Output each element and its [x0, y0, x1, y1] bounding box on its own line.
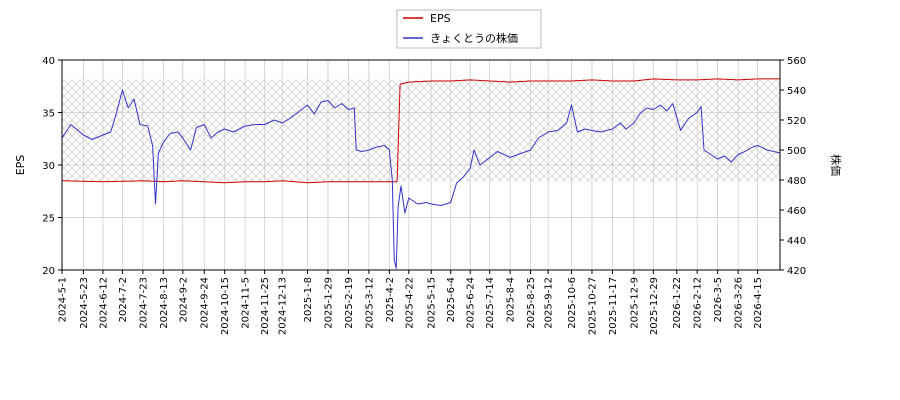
x-tick-label: 2025-1-29 [323, 277, 334, 329]
left-tick-label: 30 [42, 161, 55, 172]
legend-label-price: きょくとうの株価 [430, 31, 518, 45]
x-tick-label: 2025-1-8 [303, 277, 314, 322]
x-tick-label: 2024-11-5 [241, 277, 252, 329]
right-tick-label: 420 [787, 266, 806, 277]
x-tick-label: 2025-5-15 [427, 277, 438, 329]
x-tick-label: 2025-4-2 [385, 277, 396, 322]
right-tick-label: 560 [787, 56, 806, 67]
series-line-eps [62, 78, 780, 184]
x-tick-label: 2025-11-17 [608, 277, 619, 335]
left-axis-title: EPS [14, 155, 27, 176]
x-tick-label: 2024-9-2 [178, 277, 189, 322]
legend-label-eps: EPS [430, 12, 451, 25]
x-tick-label: 2024-6-12 [98, 277, 109, 329]
x-tick-label: 2025-6-4 [446, 277, 457, 322]
right-tick-label: 460 [787, 206, 806, 217]
x-tick-label: 2025-9-12 [544, 277, 555, 329]
right-axis-title: 株価 [829, 154, 843, 176]
x-tick-label: 2024-10-15 [220, 277, 231, 335]
series-line-price [62, 89, 780, 269]
x-tick-label: 2026-1-22 [672, 277, 683, 329]
x-tick-label: 2025-7-14 [485, 277, 496, 329]
legend-box [396, 9, 542, 49]
left-tick-label: 40 [42, 56, 55, 67]
x-tick-label: 2025-6-24 [466, 277, 477, 329]
left-tick-label: 35 [42, 109, 55, 120]
right-axis-ticks: 420 440 460 480 500 520 540 560 [780, 56, 806, 277]
left-axis-ticks: 20 25 30 35 40 [42, 56, 62, 277]
x-tick-label: 2024-12-13 [278, 277, 289, 335]
x-tick-label: 2025-4-22 [404, 277, 415, 329]
x-tick-label: 2026-3-5 [713, 277, 724, 322]
x-tick-label: 2024-7-23 [138, 277, 149, 329]
x-tick-label: 2024-5-1 [58, 277, 69, 322]
left-tick-label: 20 [42, 266, 55, 277]
x-tick-label: 2025-2-19 [344, 277, 355, 329]
series-layer [62, 78, 780, 269]
x-tick-label: 2024-8-13 [159, 277, 170, 329]
right-tick-label: 500 [787, 146, 806, 157]
x-tick-label: 2024-5-23 [79, 277, 90, 329]
right-tick-label: 540 [787, 86, 806, 97]
x-tick-label: 2026-3-26 [734, 277, 745, 329]
x-tick-label: 2025-3-12 [364, 277, 375, 329]
left-tick-label: 25 [42, 214, 55, 225]
legend: EPS きょくとうの株価 [396, 9, 542, 49]
x-tick-label: 2024-11-25 [260, 277, 271, 335]
right-tick-label: 480 [787, 176, 806, 187]
right-tick-label: 440 [787, 236, 806, 247]
right-tick-label: 520 [787, 116, 806, 127]
x-tick-label: 2025-12-9 [629, 277, 640, 329]
x-tick-label: 2025-8-4 [506, 277, 517, 322]
x-tick-label: 2026-2-12 [693, 277, 704, 329]
x-tick-label: 2025-10-27 [587, 277, 598, 335]
x-tick-label: 2026-4-15 [753, 277, 764, 329]
grid-lines [61, 59, 780, 271]
x-tick-label: 2025-10-6 [567, 277, 578, 329]
x-tick-label: 2024-7-2 [118, 277, 129, 322]
x-axis-ticks: 2024-5-1 2024-5-23 2024-6-12 2024-7-2 2024-7… [58, 270, 764, 335]
hatched-band [62, 79, 780, 182]
x-tick-label: 2025-12-29 [649, 277, 660, 335]
x-tick-label: 2024-9-24 [200, 277, 211, 329]
x-tick-label: 2025-8-25 [526, 277, 537, 329]
